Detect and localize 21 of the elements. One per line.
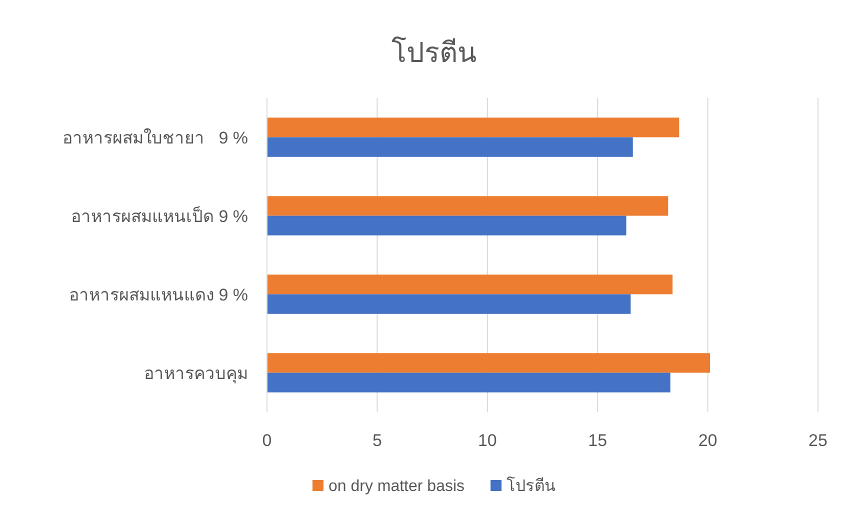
- x-tick-label: 0: [262, 431, 272, 450]
- y-tick-label: อาหารควบคุม: [144, 364, 248, 384]
- bar: [267, 118, 680, 138]
- x-tick-label: 10: [478, 431, 497, 450]
- y-tick-label: อาหารผสมแหนแดง 9 %: [68, 285, 248, 304]
- x-tick-label: 15: [588, 431, 608, 450]
- bar: [267, 216, 626, 236]
- bar: [267, 372, 670, 392]
- bar: [267, 274, 673, 294]
- x-tick-label: 25: [808, 431, 828, 450]
- y-tick-label: อาหารผสมแหนเป็ด 9 %: [70, 204, 248, 226]
- legend-label: โปรตีน: [506, 476, 556, 495]
- y-tick-label: อาหารผสมใบชายา 9 %: [62, 127, 248, 148]
- x-tick-label: 5: [372, 431, 382, 450]
- chart-title: โปรตีน: [392, 36, 476, 68]
- bar: [267, 294, 631, 314]
- legend-label: on dry matter basis: [328, 478, 465, 495]
- bar: [267, 196, 668, 216]
- bar: [267, 353, 710, 373]
- bar: [267, 137, 633, 157]
- x-tick-label: 20: [698, 431, 718, 450]
